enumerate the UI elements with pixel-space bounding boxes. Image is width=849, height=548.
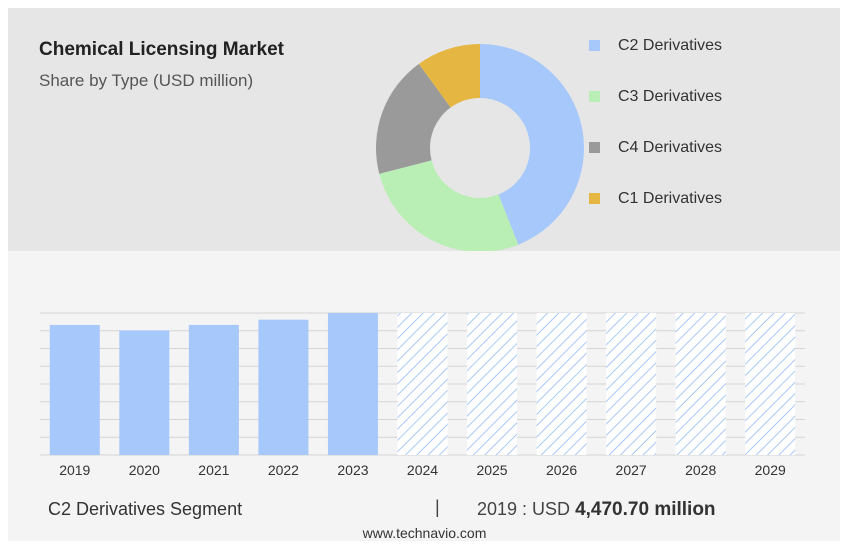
x-tick-label: 2027 <box>616 462 647 478</box>
segment-label: C2 Derivatives Segment <box>48 499 243 519</box>
bar-2019 <box>49 324 100 455</box>
segment-value: 2019 : USD 4,470.70 million <box>477 499 716 521</box>
donut-slice-c3-derivatives <box>379 160 519 251</box>
legend-swatch <box>589 40 600 51</box>
forecast-bar-2029 <box>745 313 796 455</box>
legend-swatch <box>589 91 600 102</box>
donut-legend: C2 Derivatives C3 Derivatives C4 Derivativ… <box>589 20 722 224</box>
legend-label: C2 Derivatives <box>618 36 723 54</box>
x-tick-label: 2026 <box>546 462 577 478</box>
x-tick-label: 2022 <box>268 462 299 478</box>
legend-item-c1-derivatives: C1 Derivatives <box>589 173 722 224</box>
legend-label: C3 Derivatives <box>618 87 723 105</box>
segment-value-amount: 4,470.70 million <box>575 499 716 520</box>
legend-item-c4-derivatives: C4 Derivatives <box>589 122 722 173</box>
donut-slice-c1-derivatives <box>418 44 480 108</box>
x-tick-label: 2021 <box>198 462 229 478</box>
forecast-bar-2028 <box>675 313 726 455</box>
x-tick-label: 2024 <box>407 462 438 478</box>
legend-item-c2-derivatives: C2 Derivatives <box>589 20 722 71</box>
legend-label: C1 Derivatives <box>618 189 723 207</box>
footer-separator: | <box>435 497 440 517</box>
x-tick-label: 2029 <box>755 462 786 478</box>
x-tick-label: 2023 <box>337 462 368 478</box>
chart-subtitle: Share by Type (USD million) <box>39 71 254 90</box>
legend-item-c3-derivatives: C3 Derivatives <box>589 71 722 122</box>
forecast-bar-2024 <box>397 313 448 455</box>
chart-title: Chemical Licensing Market <box>39 39 284 60</box>
segment-value-prefix: 2019 : USD <box>477 499 571 519</box>
bar-2022 <box>258 319 309 455</box>
source-link[interactable]: www.technavio.com <box>362 525 487 541</box>
forecast-bar-2027 <box>606 313 657 455</box>
x-tick-label: 2028 <box>685 462 716 478</box>
share-panel: Chemical Licensing Market Share by Type … <box>8 8 840 251</box>
x-tick-label: 2025 <box>476 462 507 478</box>
legend-label: C4 Derivatives <box>618 138 723 156</box>
donut-chart <box>376 44 584 251</box>
bar-2020 <box>119 330 170 455</box>
legend-swatch <box>589 142 600 153</box>
x-tick-label: 2020 <box>129 462 160 478</box>
bar-2023 <box>327 313 378 455</box>
bar-2021 <box>188 324 239 455</box>
legend-swatch <box>589 193 600 204</box>
donut-slice-c2-derivatives <box>480 44 584 245</box>
donut-slice-c4-derivatives <box>376 63 451 174</box>
forecast-bar-2025 <box>467 313 518 455</box>
x-tick-label: 2019 <box>59 462 90 478</box>
forecast-bar-2026 <box>536 313 587 455</box>
